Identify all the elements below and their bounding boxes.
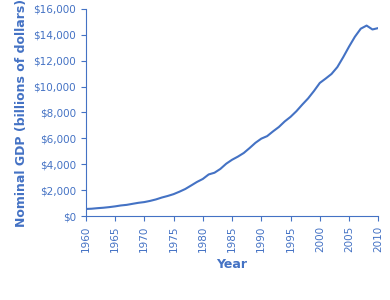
X-axis label: Year: Year [216,258,248,271]
Y-axis label: Nominal GDP (billions of dollars): Nominal GDP (billions of dollars) [15,0,28,226]
